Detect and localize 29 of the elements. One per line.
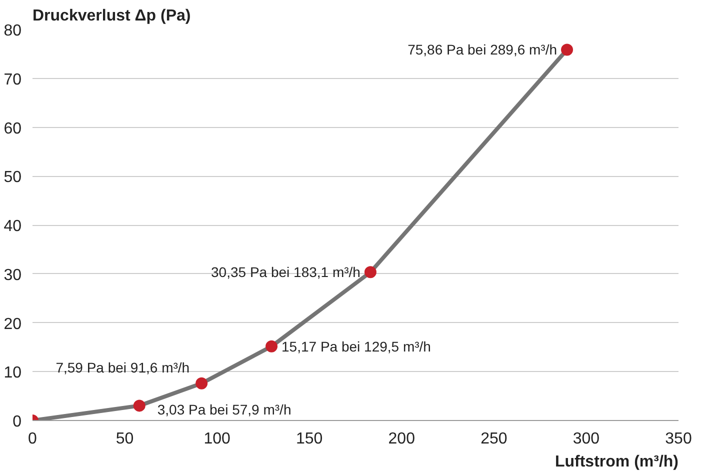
point	[561, 44, 574, 56]
x-tick-label: 350	[665, 430, 692, 448]
x-tick-label: 250	[480, 430, 508, 448]
y-tick-label: 50	[4, 169, 22, 186]
y-tick-label: 30	[4, 266, 22, 284]
x-tick-label: 150	[296, 430, 323, 448]
point	[364, 266, 376, 278]
x-tick-label: 100	[204, 430, 231, 448]
x-tick-label: 300	[572, 430, 600, 448]
annotation: 3,03 Pa bei 57,9 m³/h	[157, 402, 292, 418]
annotation: 7,59 Pa bei 91,6 m³/h	[56, 359, 190, 376]
y-axis-title: Druckverlust Δp (Pa)	[32, 8, 191, 24]
y-tick-label: 40	[4, 218, 22, 235]
y-tick-label: 20	[4, 316, 22, 333]
y-tick-label: 70	[4, 71, 22, 88]
point	[266, 340, 278, 352]
point	[133, 400, 146, 412]
x-tick-label: 200	[388, 430, 416, 448]
annotation: 15,17 Pa bei 129,5 m³/h	[282, 338, 431, 354]
x-axis-title: Luftstrom (m³/h)	[554, 454, 678, 470]
y-tick-label: 60	[4, 120, 22, 138]
y-tick-label: 10	[4, 364, 22, 382]
annotation: 75,86 Pa bei 289,6 m³/h	[408, 42, 558, 58]
y-tick-label: 80	[4, 22, 22, 40]
y-tick-label: 0	[12, 414, 22, 430]
x-tick-label: 50	[116, 430, 134, 448]
annotation: 30,35 Pa bei 183,1 m³/h	[211, 264, 360, 280]
x-tick-label: 0	[28, 430, 38, 448]
point	[196, 377, 208, 390]
